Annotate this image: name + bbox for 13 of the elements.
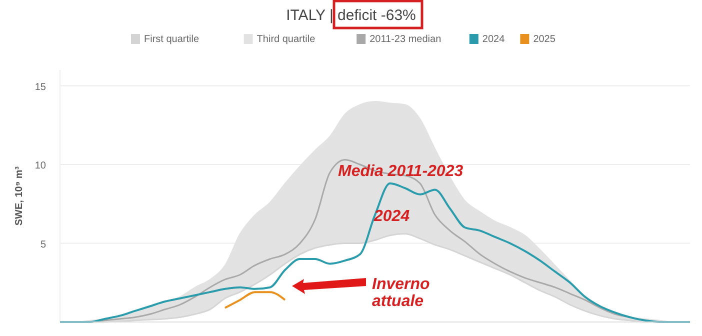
- annotation: 2024: [373, 208, 410, 225]
- y-tick-label: 5: [40, 239, 46, 250]
- y-axis-title: SWE, 10⁹ m³: [14, 166, 25, 226]
- annotation: Media 2011-2023: [338, 163, 464, 180]
- legend-label: 2024: [482, 34, 506, 45]
- legend-label: First quartile: [144, 34, 200, 45]
- legend-label: Third quartile: [256, 34, 316, 45]
- chart-title: ITALY | deficit -63%: [286, 7, 416, 24]
- annotation: Inverno attuale: [372, 276, 430, 310]
- legend-label: 2025: [533, 34, 556, 45]
- y-tick-label: 10: [34, 160, 46, 172]
- y-tick-label: 15: [34, 82, 46, 93]
- legend-label: 2011-23 median: [370, 34, 442, 45]
